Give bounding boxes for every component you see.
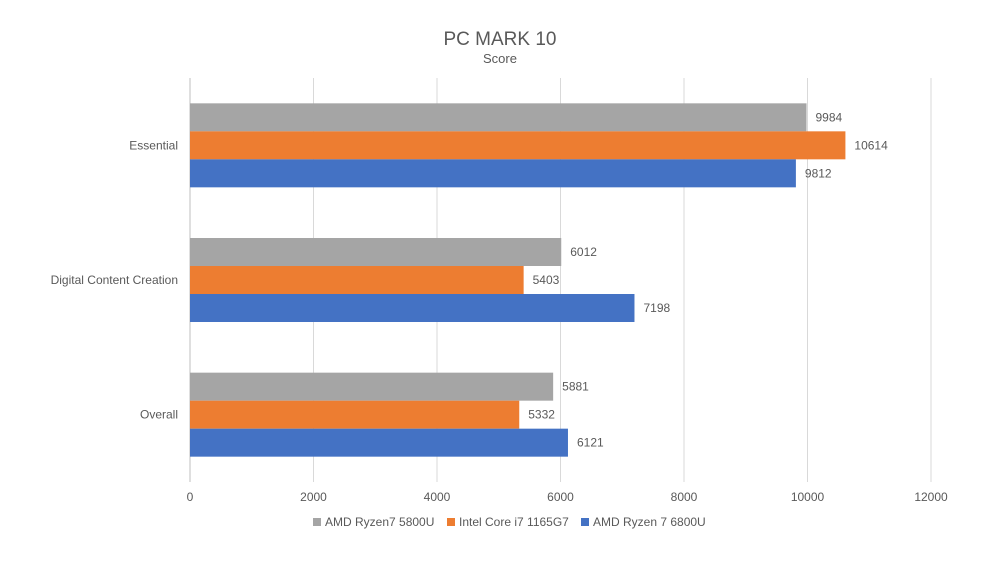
bar — [190, 159, 796, 188]
category-label: Overall — [140, 408, 178, 422]
bar — [190, 266, 524, 294]
legend-swatch — [447, 518, 455, 526]
x-tick-label: 2000 — [300, 490, 327, 504]
data-label: 5332 — [528, 408, 555, 422]
data-label: 10614 — [854, 138, 888, 152]
data-label: 6012 — [570, 245, 597, 259]
bar — [190, 372, 554, 401]
x-tick-label: 12000 — [914, 490, 948, 504]
data-label: 5881 — [562, 380, 589, 394]
bar — [190, 400, 520, 429]
x-tick-label: 4000 — [424, 490, 451, 504]
x-tick-label: 8000 — [671, 490, 698, 504]
chart-title: PC MARK 10 — [444, 29, 557, 50]
x-tick-label: 0 — [187, 490, 194, 504]
category-label: Essential — [129, 138, 178, 152]
bar — [190, 428, 568, 457]
legend-swatch — [581, 518, 589, 526]
bar — [190, 294, 635, 322]
data-label: 7198 — [643, 301, 670, 315]
data-label: 9812 — [805, 166, 832, 180]
data-label: 5403 — [533, 273, 560, 287]
chart-subtitle: Score — [483, 51, 517, 66]
legend-label: AMD Ryzen 7 6800U — [593, 515, 706, 529]
legend-label: Intel Core i7 1165G7 — [459, 515, 569, 529]
data-label: 9984 — [816, 110, 843, 124]
x-tick-label: 6000 — [547, 490, 574, 504]
data-label: 6121 — [577, 436, 604, 450]
legend-swatch — [313, 518, 321, 526]
x-tick-label: 10000 — [791, 490, 825, 504]
category-label: Digital Content Creation — [51, 273, 178, 287]
bar — [190, 238, 562, 266]
bar — [190, 131, 846, 160]
bar — [190, 103, 807, 132]
legend-label: AMD Ryzen7 5800U — [325, 515, 434, 529]
